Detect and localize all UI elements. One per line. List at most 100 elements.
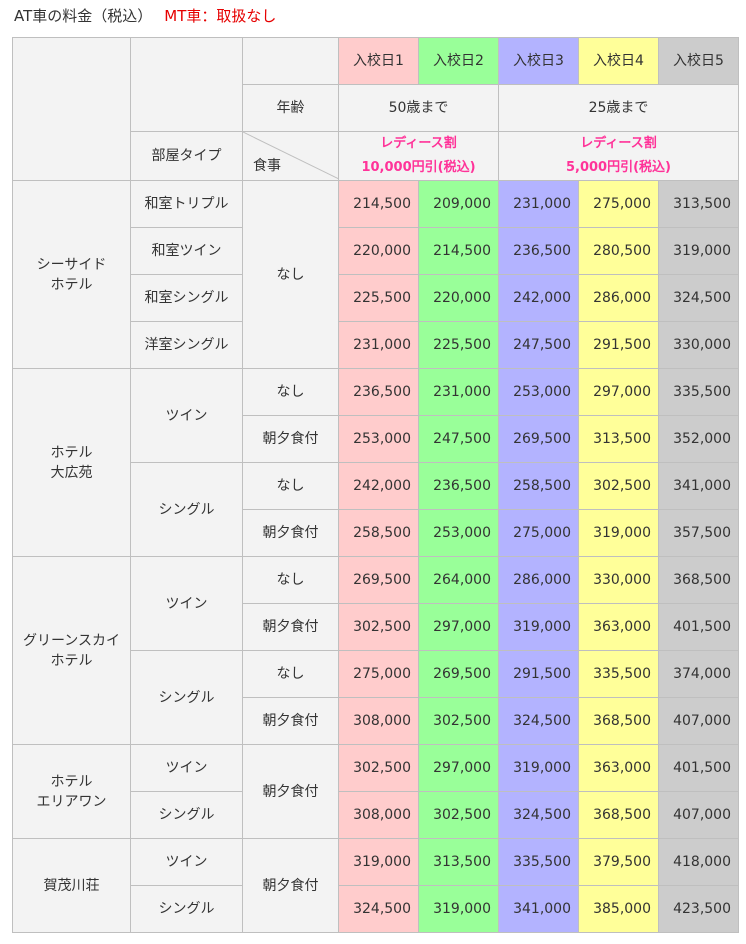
table-row: 和室シングル 225,500 220,000 242,000 286,000 324,50… bbox=[13, 274, 739, 322]
age-group-50: 50歳まで bbox=[338, 84, 499, 132]
meal-plan: なし bbox=[242, 556, 339, 604]
ladies-discount-title: レディース割 bbox=[380, 136, 457, 151]
price-cell: 423,500 bbox=[658, 885, 739, 933]
price-cell: 368,500 bbox=[578, 791, 659, 839]
price-cell: 286,000 bbox=[578, 274, 659, 322]
price-cell: 291,500 bbox=[578, 321, 659, 369]
price-cell: 269,500 bbox=[338, 556, 419, 604]
price-cell: 225,500 bbox=[418, 321, 499, 369]
price-cell: 214,500 bbox=[338, 180, 419, 228]
price-cell: 319,000 bbox=[658, 227, 739, 275]
meal-plan: 朝夕食付 bbox=[242, 744, 339, 839]
age-row: 年齢 50歳まで 25歳まで bbox=[13, 84, 739, 132]
meal-label: 食事 bbox=[253, 158, 281, 174]
price-cell: 269,500 bbox=[498, 415, 579, 463]
price-cell: 297,000 bbox=[418, 744, 499, 792]
hotel-name-line: ホテル bbox=[50, 773, 93, 790]
price-cell: 368,500 bbox=[578, 697, 659, 745]
meal-header-cell: 食事 bbox=[242, 131, 339, 181]
table-row: 朝夕食付 258,500 253,000 275,000 319,000 357,500 bbox=[13, 509, 739, 557]
room-type: シングル bbox=[130, 462, 243, 557]
room-type: 和室トリプル bbox=[130, 180, 243, 228]
price-cell: 319,000 bbox=[498, 744, 579, 792]
table-row: 和室ツイン 220,000 214,500 236,500 280,500 319,000 bbox=[13, 227, 739, 275]
age-group-25: 25歳まで bbox=[498, 84, 739, 132]
price-cell: 341,000 bbox=[658, 462, 739, 510]
meal-plan: なし bbox=[242, 462, 339, 510]
price-cell: 253,000 bbox=[338, 415, 419, 463]
ladies-discount-25: レディース割 5,000円引(税込) bbox=[498, 131, 739, 181]
price-cell: 302,500 bbox=[418, 791, 499, 839]
price-cell: 231,000 bbox=[498, 180, 579, 228]
meal-plan: 朝夕食付 bbox=[242, 838, 339, 933]
price-cell: 302,500 bbox=[418, 697, 499, 745]
hotel-name-line: 大広苑 bbox=[50, 464, 93, 481]
entry-header-2: 入校日2 bbox=[418, 37, 499, 85]
price-cell: 297,000 bbox=[418, 603, 499, 651]
table-row: ホテル エリアワン ツイン 朝夕食付 302,500 297,000 319,000 363,… bbox=[12, 744, 739, 839]
price-cell: 308,000 bbox=[338, 697, 419, 745]
price-cell: 319,000 bbox=[338, 838, 419, 886]
meal-plan: 朝夕食付 bbox=[242, 415, 339, 463]
price-cell: 269,500 bbox=[418, 650, 499, 698]
price-cell: 258,500 bbox=[498, 462, 579, 510]
hotel-name-line: グリーンスカイ bbox=[22, 632, 121, 649]
meal-plan: 朝夕食付 bbox=[242, 509, 339, 557]
price-cell: 242,000 bbox=[338, 462, 419, 510]
room-type: 和室シングル bbox=[130, 274, 243, 322]
price-cell: 313,500 bbox=[418, 838, 499, 886]
hotel-name-line: 賀茂川荘 bbox=[43, 877, 100, 894]
diagonal-line bbox=[243, 132, 339, 179]
table-row: シングル なし 242,000 236,500 258,500 302,500 341,00… bbox=[13, 462, 739, 557]
price-cell: 291,500 bbox=[498, 650, 579, 698]
meal-plan: 朝夕食付 bbox=[242, 697, 339, 745]
room-type: シングル bbox=[130, 885, 243, 933]
price-cell: 319,000 bbox=[578, 509, 659, 557]
price-cell: 253,000 bbox=[418, 509, 499, 557]
price-cell: 258,500 bbox=[338, 509, 419, 557]
room-type: ツイン bbox=[130, 838, 243, 886]
table-row: 朝夕食付 308,000 302,500 324,500 368,500 407,000 bbox=[13, 697, 739, 745]
hotel-name-line: シーサイド bbox=[36, 256, 107, 273]
room-type: ツイン bbox=[130, 556, 243, 651]
table-row: シングル 308,000 302,500 324,500 368,500 407,000 bbox=[13, 791, 739, 839]
price-cell: 302,500 bbox=[338, 744, 419, 792]
price-cell: 418,000 bbox=[658, 838, 739, 886]
page-title: AT車の料金（税込） MT車：取扱なし bbox=[14, 6, 276, 26]
hotel-name: 賀茂川荘 bbox=[12, 838, 131, 933]
table-row: 朝夕食付 302,500 297,000 319,000 363,000 401,500 bbox=[13, 603, 739, 651]
price-cell: 302,500 bbox=[578, 462, 659, 510]
meal-plan: なし bbox=[242, 180, 339, 369]
table-row: シーサイド ホテル 和室トリプル なし 214,500 209,000 231,000 275… bbox=[12, 180, 739, 369]
price-cell: 242,000 bbox=[498, 274, 579, 322]
price-cell: 209,000 bbox=[418, 180, 499, 228]
price-cell: 407,000 bbox=[658, 791, 739, 839]
ladies-discount-amount: 10,000円引(税込) bbox=[361, 160, 476, 175]
price-cell: 324,500 bbox=[338, 885, 419, 933]
meal-plan: なし bbox=[242, 368, 339, 416]
table-row: 朝夕食付 253,000 247,500 269,500 313,500 352,000 bbox=[13, 415, 739, 463]
table-row: グリーンスカイ ホテル ツイン なし 269,500 264,000 286,000 330,… bbox=[12, 556, 739, 745]
meal-plan: 朝夕食付 bbox=[242, 603, 339, 651]
price-cell: 341,000 bbox=[498, 885, 579, 933]
header-blank-room bbox=[130, 37, 243, 132]
price-cell: 335,500 bbox=[498, 838, 579, 886]
hotel-name-line: エリアワン bbox=[36, 793, 107, 810]
price-cell: 335,500 bbox=[658, 368, 739, 416]
price-cell: 275,000 bbox=[338, 650, 419, 698]
hotel-name-line: ホテル bbox=[50, 444, 93, 461]
price-cell: 253,000 bbox=[498, 368, 579, 416]
room-type: シングル bbox=[130, 791, 243, 839]
price-cell: 401,500 bbox=[658, 744, 739, 792]
room-type: シングル bbox=[130, 650, 243, 745]
room-type: ツイン bbox=[130, 744, 243, 792]
price-cell: 231,000 bbox=[338, 321, 419, 369]
price-cell: 324,500 bbox=[498, 791, 579, 839]
price-cell: 231,000 bbox=[418, 368, 499, 416]
price-cell: 236,500 bbox=[498, 227, 579, 275]
hotel-name-line: ホテル bbox=[50, 652, 93, 669]
at-price-title: AT車の料金（税込） bbox=[14, 7, 153, 25]
entry-header-3: 入校日3 bbox=[498, 37, 579, 85]
ladies-discount-title: レディース割 bbox=[580, 136, 657, 151]
meal-plan: なし bbox=[242, 650, 339, 698]
